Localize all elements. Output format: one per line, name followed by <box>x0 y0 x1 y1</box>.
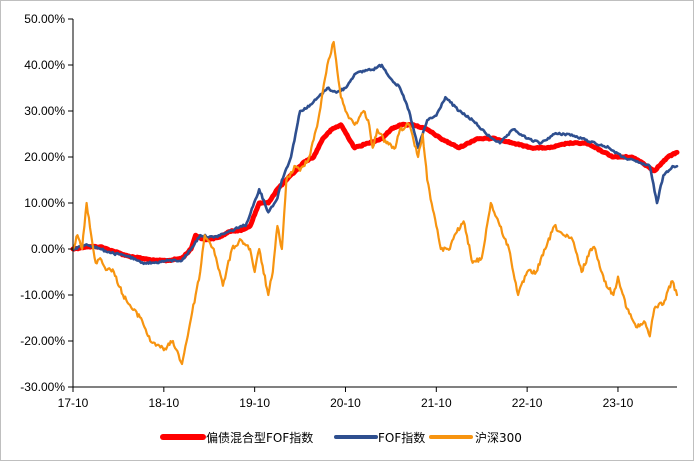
legend-label-3: 沪深300 <box>475 431 522 445</box>
x-tick-label: 17-10 <box>58 396 89 410</box>
y-tick-label: 30.00% <box>24 104 65 118</box>
y-tick-label: 0.00% <box>31 242 65 256</box>
y-tick-label: 40.00% <box>24 58 65 72</box>
y-tick-label: -20.00% <box>20 334 65 348</box>
series-line-3 <box>71 40 679 366</box>
y-axis-ticks: 50.00% 40.00% 30.00% 20.00% 10.00% 0.00% -10.0… <box>20 12 73 394</box>
x-tick-label: 23-10 <box>603 396 634 410</box>
y-tick-label: -10.00% <box>20 288 65 302</box>
series-line-2 <box>71 63 679 266</box>
legend: 偏债混合型FOF指数 FOF指数 沪深300 <box>160 430 522 445</box>
y-tick-label: 50.00% <box>24 12 65 26</box>
legend-label-1: 偏债混合型FOF指数 <box>206 430 313 445</box>
x-tick-label: 21-10 <box>421 396 452 410</box>
axes <box>72 19 677 388</box>
x-axis-ticks: 17-10 18-10 19-10 20-10 21-10 22-10 23-10 <box>58 387 634 410</box>
x-tick-label: 18-10 <box>148 396 179 410</box>
series-lines <box>70 40 680 366</box>
y-tick-label: 10.00% <box>24 196 65 210</box>
y-tick-label: 20.00% <box>24 150 65 164</box>
x-tick-label: 19-10 <box>239 396 270 410</box>
x-tick-label: 20-10 <box>330 396 361 410</box>
y-tick-label: -30.00% <box>20 380 65 394</box>
x-tick-label: 22-10 <box>512 396 543 410</box>
legend-label-2: FOF指数 <box>378 430 425 445</box>
